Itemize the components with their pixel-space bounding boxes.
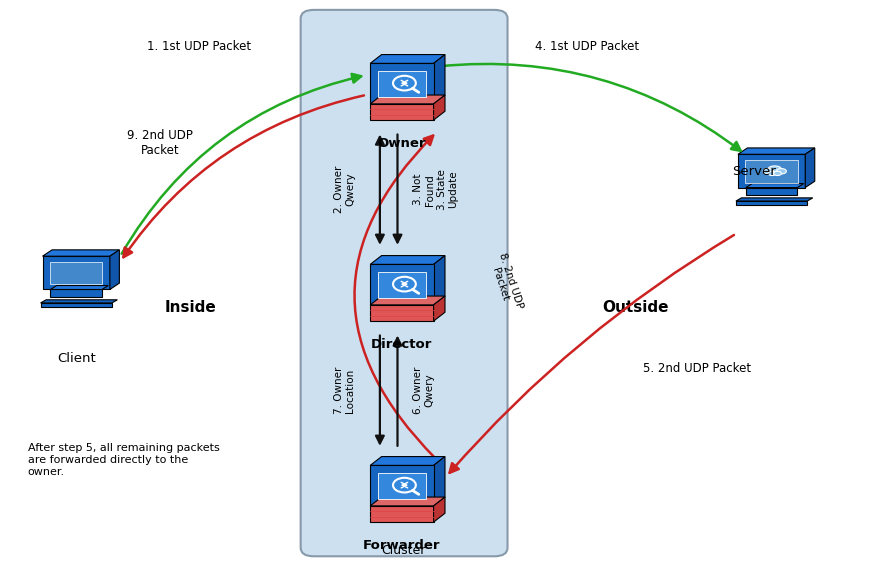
Ellipse shape: [768, 166, 781, 172]
Text: Server: Server: [732, 165, 776, 178]
Polygon shape: [109, 250, 119, 290]
Polygon shape: [42, 250, 119, 256]
Polygon shape: [738, 148, 815, 154]
Polygon shape: [370, 55, 445, 63]
FancyBboxPatch shape: [736, 201, 807, 205]
Polygon shape: [805, 148, 815, 188]
FancyBboxPatch shape: [378, 272, 426, 298]
FancyBboxPatch shape: [41, 303, 112, 307]
FancyBboxPatch shape: [370, 465, 434, 506]
Polygon shape: [370, 497, 445, 506]
Polygon shape: [370, 255, 445, 265]
Text: Outside: Outside: [602, 300, 668, 315]
Ellipse shape: [774, 171, 781, 175]
FancyBboxPatch shape: [745, 160, 798, 183]
Text: Director: Director: [371, 339, 433, 351]
FancyBboxPatch shape: [370, 305, 434, 321]
Polygon shape: [434, 296, 445, 321]
Text: 5. 2nd UDP Packet: 5. 2nd UDP Packet: [643, 362, 751, 376]
FancyBboxPatch shape: [42, 256, 109, 290]
FancyBboxPatch shape: [370, 63, 434, 104]
Polygon shape: [434, 497, 445, 522]
Polygon shape: [370, 95, 445, 104]
Ellipse shape: [768, 171, 776, 175]
Polygon shape: [746, 184, 804, 188]
Text: Client: Client: [57, 352, 95, 365]
Text: After step 5, all remaining packets
are forwarded directly to the
owner.: After step 5, all remaining packets are …: [27, 443, 220, 477]
Text: 1. 1st UDP Packet: 1. 1st UDP Packet: [147, 39, 252, 52]
FancyBboxPatch shape: [301, 10, 508, 556]
FancyBboxPatch shape: [738, 154, 805, 188]
Polygon shape: [370, 296, 445, 305]
Polygon shape: [736, 198, 812, 201]
FancyBboxPatch shape: [50, 290, 102, 298]
Text: Cluster: Cluster: [381, 545, 426, 558]
Text: Owner: Owner: [378, 137, 426, 150]
Text: Forwarder: Forwarder: [363, 539, 441, 552]
Polygon shape: [370, 456, 445, 465]
Text: 8. 2nd UDP
Packet: 8. 2nd UDP Packet: [487, 251, 525, 314]
Text: Inside: Inside: [165, 300, 216, 315]
Polygon shape: [41, 300, 117, 303]
FancyBboxPatch shape: [746, 188, 797, 196]
FancyBboxPatch shape: [378, 473, 426, 498]
Polygon shape: [434, 95, 445, 120]
Polygon shape: [434, 255, 445, 305]
Ellipse shape: [763, 168, 774, 174]
FancyBboxPatch shape: [378, 71, 426, 97]
FancyBboxPatch shape: [370, 104, 434, 120]
Text: 2. Owner
Qwery: 2. Owner Qwery: [334, 166, 356, 213]
Polygon shape: [434, 55, 445, 104]
FancyBboxPatch shape: [50, 262, 102, 284]
Text: 3. State
Update: 3. State Update: [437, 169, 458, 210]
FancyBboxPatch shape: [370, 265, 434, 305]
Text: 9. 2nd UDP
Packet: 9. 2nd UDP Packet: [127, 129, 192, 157]
Text: 6. Owner
Qwery: 6. Owner Qwery: [413, 367, 434, 414]
FancyBboxPatch shape: [370, 506, 434, 522]
Text: 4. 1st UDP Packet: 4. 1st UDP Packet: [535, 39, 638, 52]
Polygon shape: [50, 286, 109, 290]
Text: 7. Owner
Location: 7. Owner Location: [334, 367, 356, 414]
Ellipse shape: [776, 168, 787, 174]
Polygon shape: [434, 456, 445, 506]
Text: 3. Not
Found: 3. Not Found: [413, 174, 434, 205]
